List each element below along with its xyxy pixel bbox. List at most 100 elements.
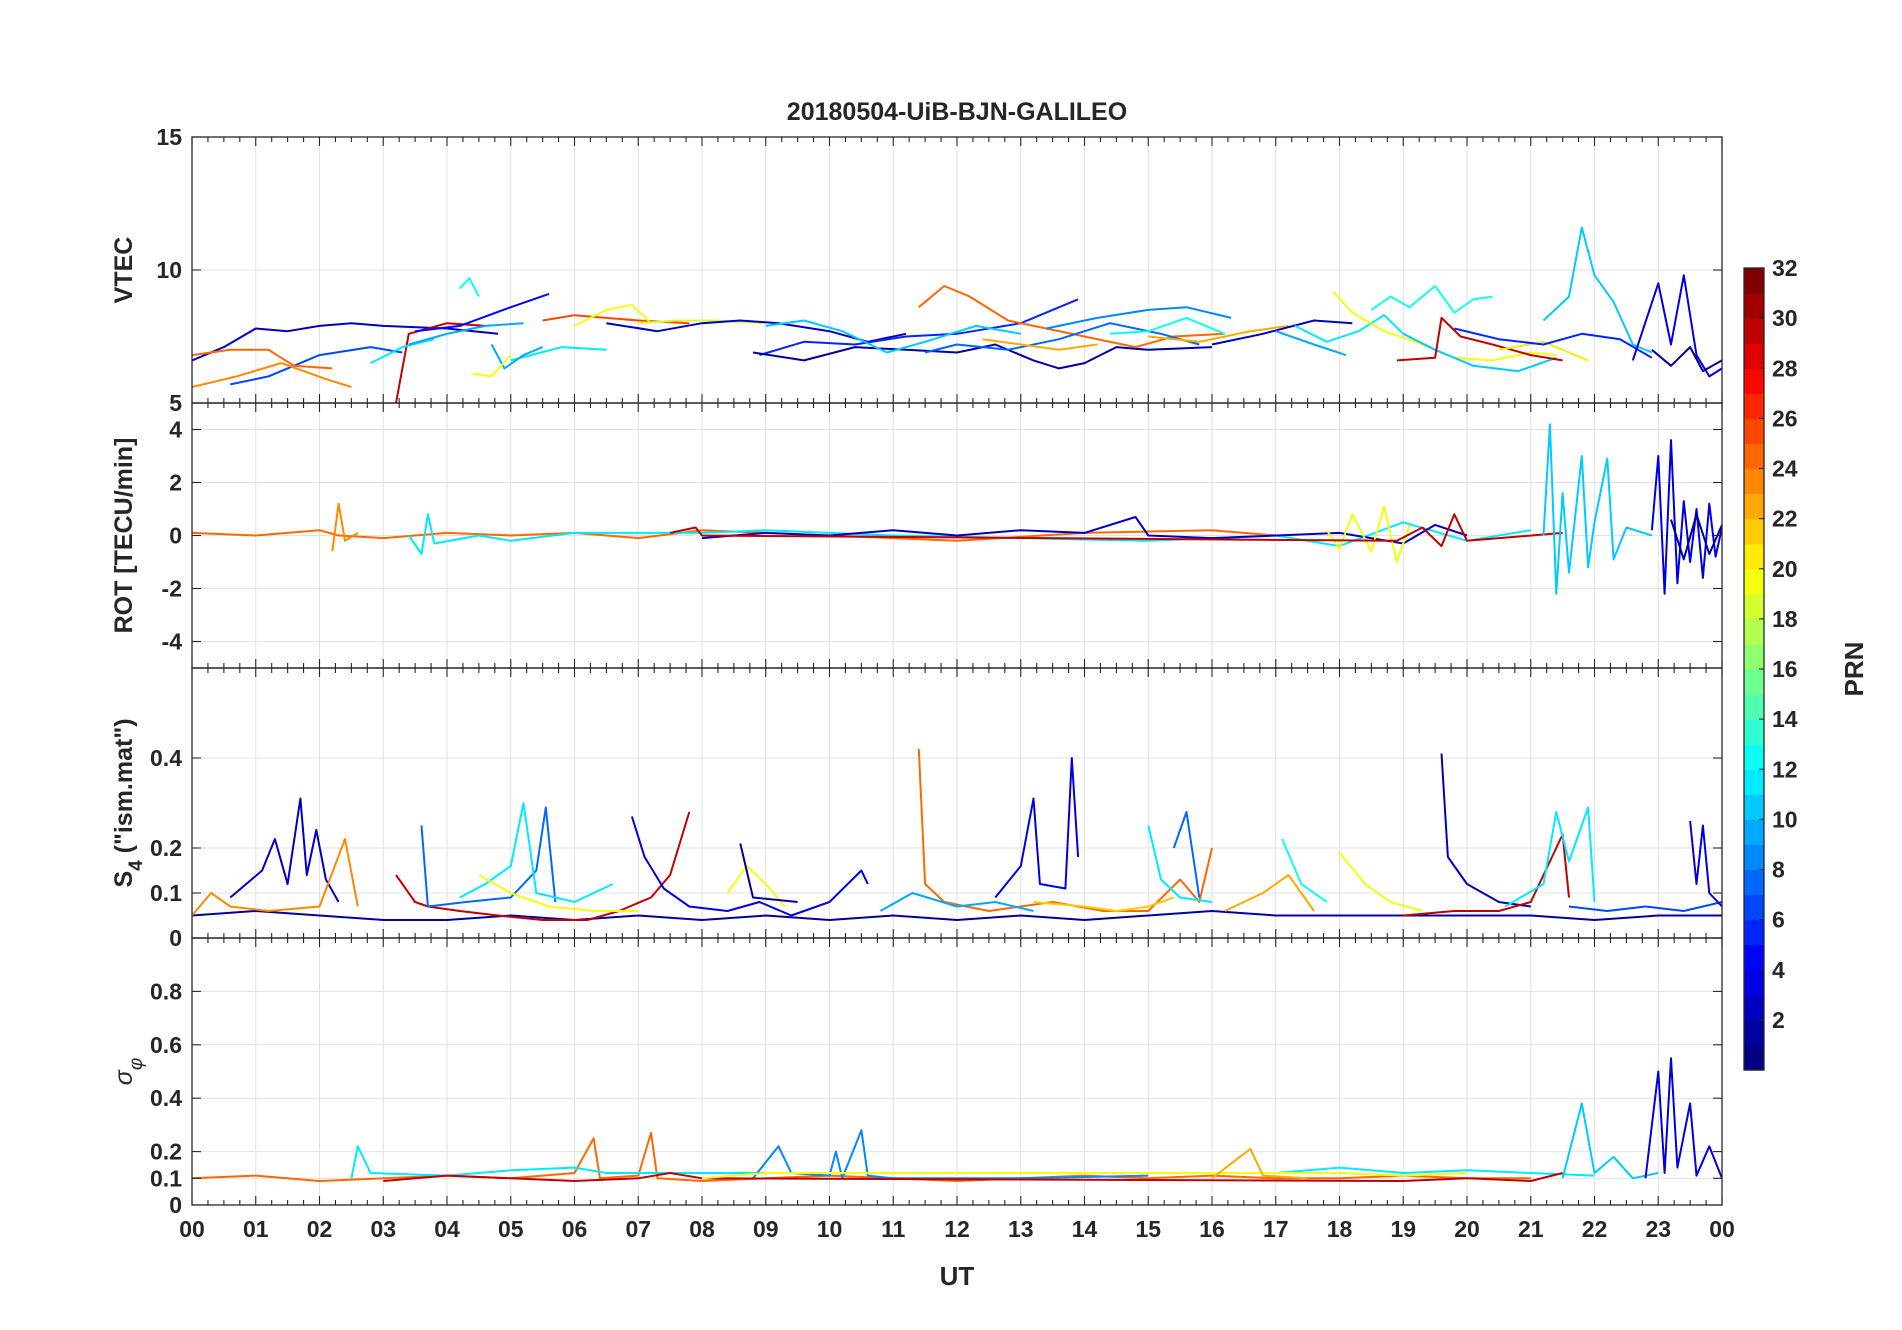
y-tick-label: 0.2: [150, 1139, 182, 1165]
y-axis-label-vtec: VTEC: [110, 237, 138, 304]
series-prn-21: [1498, 340, 1589, 362]
series-prn-30: [1396, 316, 1563, 362]
x-tick-label: 06: [562, 1216, 588, 1242]
y-axis-label-rest: ("ism.mat"): [110, 718, 138, 860]
y-axis-label-sigma: σφ: [110, 1058, 147, 1085]
series-prn-6: [759, 298, 1079, 357]
y-tick-label: 0.8: [150, 978, 182, 1004]
series-prn-8: [924, 322, 1200, 354]
series-prn-13: [1109, 316, 1226, 335]
colorbar-segment: [1744, 368, 1764, 394]
x-tick-label: 10: [817, 1216, 843, 1242]
series-prn-2: [1670, 513, 1722, 561]
y-axis-label-main: σ: [110, 1069, 138, 1085]
x-tick-label: 20: [1454, 1216, 1480, 1242]
series-prn-4: [994, 757, 1080, 899]
series-prn-6: [1454, 327, 1653, 359]
colorbar-segment: [1744, 518, 1764, 545]
series-prn-20: [1325, 505, 1411, 563]
series-prn-20: [726, 865, 786, 908]
x-tick-label: 13: [1008, 1216, 1034, 1242]
series-prn-24: [192, 838, 359, 917]
series-prn-10: [490, 344, 543, 370]
colorbar-segment: [1744, 669, 1764, 695]
colorbar-segment: [1744, 293, 1764, 319]
series-prn-30: [383, 1172, 1563, 1182]
series-prn-12: [1147, 825, 1213, 903]
panel-rot: -4 -2 0 2 4 ROT [TECU/min]: [110, 402, 1723, 669]
y-tick-label: 0: [169, 925, 182, 951]
series-prn-3: [606, 319, 907, 343]
series-prn-4: [1631, 274, 1722, 378]
colorbar-segment: [1744, 844, 1764, 871]
colorbar-segment: [1744, 994, 1764, 1021]
x-tick-label: 07: [625, 1216, 651, 1242]
series-prn-11: [1561, 1102, 1659, 1180]
colorbar-tick-label: 14: [1772, 706, 1798, 732]
series-prn-30: [669, 513, 1563, 548]
colorbar-tick-label: 32: [1772, 255, 1798, 281]
colorbar-segment: [1744, 1044, 1764, 1071]
series-prn-9: [1046, 306, 1232, 330]
y-axis-label-sub: 4: [126, 860, 147, 871]
series-prn-2: [739, 843, 798, 903]
colorbar-segment: [1744, 593, 1764, 620]
x-tick-label: 14: [1072, 1216, 1098, 1242]
x-tick-label: 21: [1518, 1216, 1544, 1242]
colorbar-segment: [1744, 869, 1764, 896]
colorbar-segment: [1744, 894, 1764, 921]
y-tick-label: 4: [169, 417, 182, 443]
x-tick-label: 15: [1135, 1216, 1161, 1242]
colorbar-tick-label: 8: [1772, 857, 1785, 883]
series-prn-13: [1370, 285, 1493, 314]
series-prn-7: [230, 346, 403, 386]
series-prn-2: [192, 910, 1722, 921]
colorbar-tick-label: 2: [1772, 1007, 1785, 1033]
colorbar-segment: [1744, 443, 1764, 470]
x-tick-label: 17: [1263, 1216, 1289, 1242]
series-prn-24: [331, 502, 359, 552]
x-tick-label: 00: [179, 1216, 205, 1242]
panel-s4: 00.10.20.4S4 ("ism.mat"): [110, 667, 1723, 951]
series-prn-11: [1542, 423, 1653, 595]
colorbar-tick-label: 26: [1772, 405, 1798, 431]
series-prn-10: [1275, 330, 1347, 357]
colorbar-segment: [1744, 944, 1764, 971]
series-prn-4: [630, 816, 869, 917]
x-tick-label: 09: [753, 1216, 779, 1242]
y-tick-label: 0.6: [150, 1032, 182, 1058]
series-prn-12: [459, 802, 614, 903]
colorbar-segment: [1744, 318, 1764, 344]
x-tick-label: 23: [1645, 1216, 1671, 1242]
colorbar-segment: [1744, 819, 1764, 846]
colorbar-tick-label: 22: [1772, 506, 1798, 532]
colorbar-tick-label: 30: [1772, 305, 1798, 331]
x-tick-label: 01: [243, 1216, 269, 1242]
y-tick-label: 0.4: [150, 1085, 182, 1111]
colorbar-segment: [1744, 694, 1764, 720]
colorbar-segment: [1744, 969, 1764, 996]
series-prn-4: [1650, 439, 1722, 595]
series-prn-30: [395, 811, 691, 921]
x-tick-label: 05: [498, 1216, 524, 1242]
series-prn-22: [1033, 896, 1175, 912]
series-prn-11: [765, 319, 1021, 354]
series-prn-12: [1504, 806, 1596, 908]
series-prn-20: [478, 874, 639, 912]
series-prn-25: [192, 348, 333, 370]
series-prn-11: [1402, 332, 1557, 373]
colorbar-tick-label: 16: [1772, 656, 1798, 682]
x-tick-label: 18: [1327, 1216, 1353, 1242]
series-group: [192, 226, 1722, 403]
series-group: [192, 423, 1722, 595]
series-prn-23: [1211, 1147, 1308, 1180]
series-prn-23: [1148, 324, 1289, 343]
colorbar-tick-label: 4: [1772, 957, 1785, 983]
x-tick-label: 12: [944, 1216, 970, 1242]
y-tick-label: 0.2: [150, 835, 182, 861]
x-tick-label: 03: [370, 1216, 396, 1242]
series-prn-20: [701, 1172, 1468, 1180]
